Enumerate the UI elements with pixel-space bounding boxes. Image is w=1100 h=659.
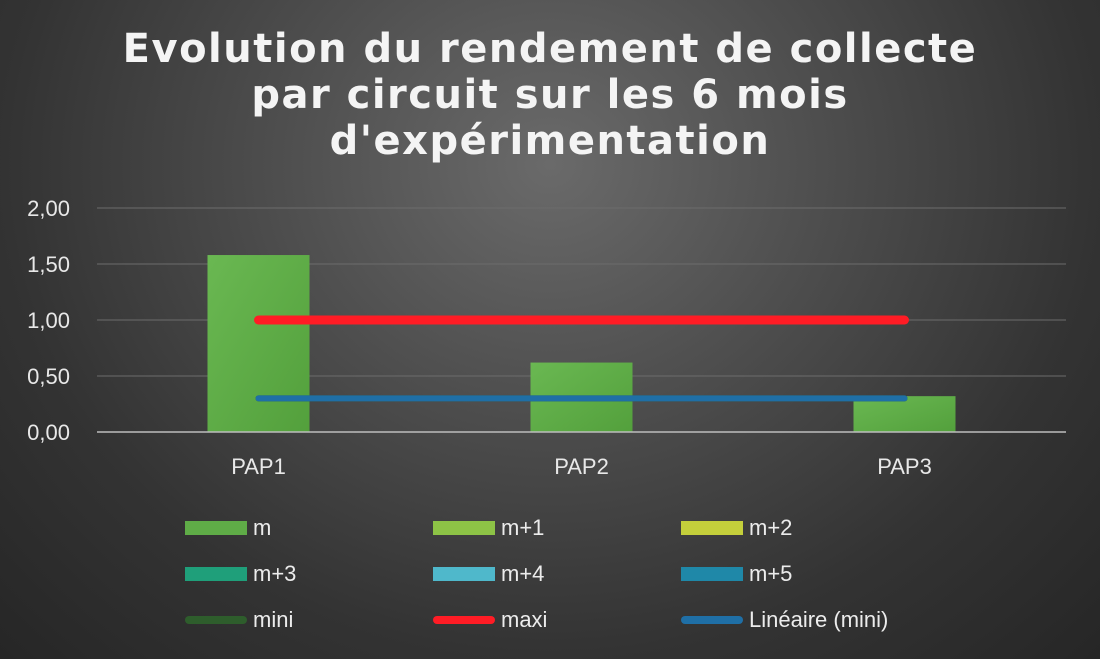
legend-swatch [433,567,495,581]
bar-m-PAP1 [207,255,310,432]
y-tick-label: 1,00 [27,308,70,333]
legend-label: Linéaire (mini) [749,607,889,632]
legend-label: mini [253,607,294,632]
y-tick-label: 1,50 [27,252,70,277]
chart-title-line-3: d'expérimentation [329,118,771,164]
legend-item: mini [185,597,433,643]
legend-swatch [185,616,247,624]
bar-m-PAP3 [853,396,956,432]
legend-item: m+1 [433,505,681,551]
x-tick-label: PAP3 [877,454,932,479]
legend-item: m [185,505,433,551]
y-tick-label: 2,00 [27,196,70,221]
legend-label: m+3 [253,561,297,586]
x-tick-label: PAP1 [231,454,286,479]
legend-item: m+4 [433,551,681,597]
x-tick-label: PAP2 [554,454,609,479]
legend-swatch [433,616,495,624]
chart-legend: m m+1 m+2 m+3 m+4 m+5 mini maxi Linéaire (mini) [185,505,985,643]
chart-title-line-2: par circuit sur les 6 mois [251,72,849,118]
chart-title-line-1: Evolution du rendement de collecte [122,26,978,72]
legend-swatch [681,616,743,624]
y-tick-label: 0,50 [27,364,70,389]
legend-label: m+4 [501,561,545,586]
chart-title: Evolution du rendement de collecte par c… [0,26,1100,164]
legend-item: maxi [433,597,681,643]
legend-label: m+1 [501,515,545,540]
legend-item: m+2 [681,505,929,551]
y-tick-label: 0,00 [27,420,70,445]
legend-swatch [681,567,743,581]
legend-swatch [433,521,495,535]
legend-item: Linéaire (mini) [681,597,929,643]
legend-swatch [185,567,247,581]
legend-label: m+5 [749,561,793,586]
legend-item: m+3 [185,551,433,597]
legend-swatch [185,521,247,535]
legend-swatch [681,521,743,535]
legend-label: maxi [501,607,548,632]
legend-label: m+2 [749,515,793,540]
legend-label: m [253,515,272,540]
legend-item: m+5 [681,551,929,597]
